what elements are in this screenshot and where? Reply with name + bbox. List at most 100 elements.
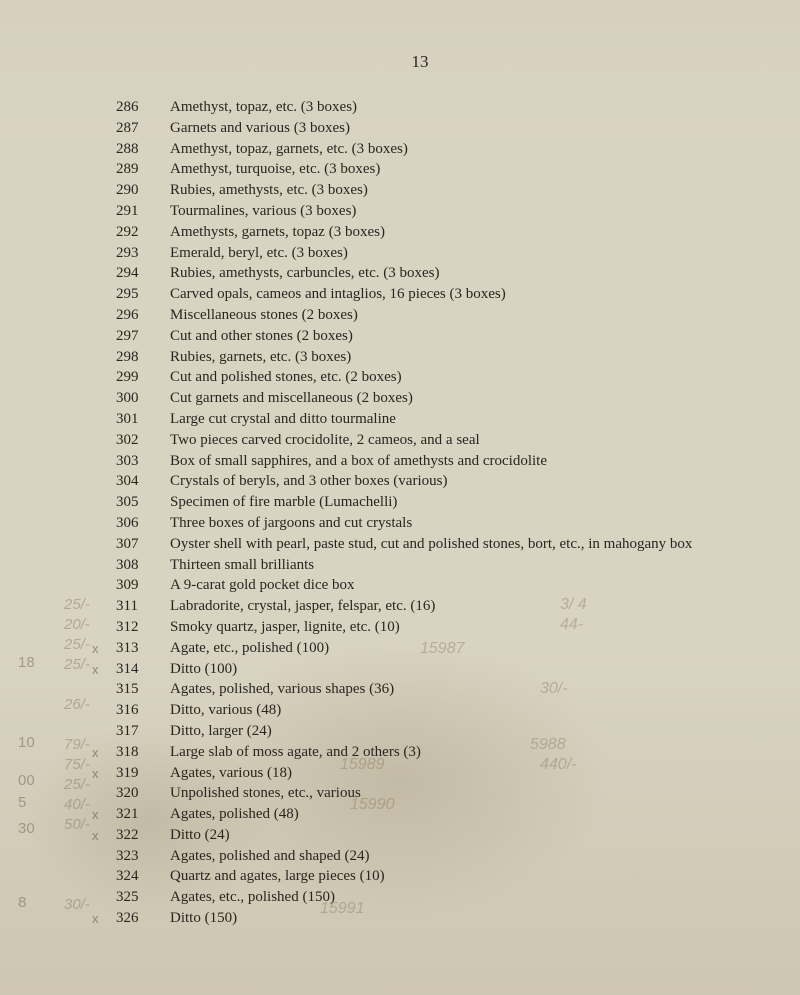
lot-number: 296 [110,306,170,326]
lot-entry: 286Amethyst, topaz, etc. (3 boxes) [110,98,730,118]
lot-entry: 304Crystals of beryls, and 3 other boxes… [110,472,730,492]
lot-description: Unpolished stones, etc., various [170,784,730,804]
lot-entry: 294Rubies, amethysts, carbuncles, etc. (… [110,264,730,284]
lot-mark: x [92,765,99,782]
lot-entry: 311Labradorite, crystal, jasper, felspar… [110,597,730,617]
lot-description: Amethyst, turquoise, etc. (3 boxes) [170,160,730,180]
lot-description: Ditto (150) [170,909,730,929]
lot-description: Emerald, beryl, etc. (3 boxes) [170,244,730,264]
lot-mark: x [92,806,99,823]
lot-entry: 290Rubies, amethysts, etc. (3 boxes) [110,181,730,201]
lot-description: Ditto, larger (24) [170,722,730,742]
lot-description: Crystals of beryls, and 3 other boxes (v… [170,472,730,492]
lot-entry: 299Cut and polished stones, etc. (2 boxe… [110,368,730,388]
lot-number: 293 [110,244,170,264]
lot-entry: 287Garnets and various (3 boxes) [110,119,730,139]
lot-number: 320 [110,784,170,804]
lot-description: Agate, etc., polished (100) [170,639,730,659]
lot-description: Agates, etc., polished (150) [170,888,730,908]
lot-description: Agates, polished and shaped (24) [170,847,730,867]
lot-description: Labradorite, crystal, jasper, felspar, e… [170,597,730,617]
lot-mark: x [92,640,99,657]
lot-entry: 296Miscellaneous stones (2 boxes) [110,306,730,326]
lot-description: Agates, polished, various shapes (36) [170,680,730,700]
lot-description: Tourmalines, various (3 boxes) [170,202,730,222]
lot-number: 307 [110,535,170,555]
lot-number: 290 [110,181,170,201]
lot-description: Miscellaneous stones (2 boxes) [170,306,730,326]
lot-description: Amethyst, topaz, etc. (3 boxes) [170,98,730,118]
lot-entry: 313xAgate, etc., polished (100) [110,639,730,659]
lot-entry: 320Unpolished stones, etc., various [110,784,730,804]
lot-number: 314x [110,660,170,680]
lot-mark: x [92,661,99,678]
lot-number: 305 [110,493,170,513]
lot-description: Cut and polished stones, etc. (2 boxes) [170,368,730,388]
lot-number: 315 [110,680,170,700]
lot-number: 286 [110,98,170,118]
lot-number: 287 [110,119,170,139]
lot-number: 319x [110,764,170,784]
lot-number: 318x [110,743,170,763]
lot-entries-list: 286Amethyst, topaz, etc. (3 boxes)287Gar… [110,98,730,929]
catalogue-page: 13 286Amethyst, topaz, etc. (3 boxes)287… [0,0,800,960]
lot-entry: 291Tourmalines, various (3 boxes) [110,202,730,222]
lot-number: 313x [110,639,170,659]
lot-mark: x [92,744,99,761]
lot-description: Thirteen small brilliants [170,556,730,576]
lot-description: Cut and other stones (2 boxes) [170,327,730,347]
lot-entry: 301Large cut crystal and ditto tourmalin… [110,410,730,430]
lot-entry: 298Rubies, garnets, etc. (3 boxes) [110,348,730,368]
lot-entry: 302Two pieces carved crocidolite, 2 came… [110,431,730,451]
lot-entry: 322xDitto (24) [110,826,730,846]
lot-number: 306 [110,514,170,534]
lot-description: Large slab of moss agate, and 2 others (… [170,743,730,763]
lot-entry: 309A 9-carat gold pocket dice box [110,576,730,596]
lot-description: Two pieces carved crocidolite, 2 cameos,… [170,431,730,451]
lot-entry: 318xLarge slab of moss agate, and 2 othe… [110,743,730,763]
lot-number: 303 [110,452,170,472]
lot-description: Agates, various (18) [170,764,730,784]
lot-number: 316 [110,701,170,721]
lot-description: Rubies, amethysts, etc. (3 boxes) [170,181,730,201]
lot-number: 294 [110,264,170,284]
lot-entry: 289Amethyst, turquoise, etc. (3 boxes) [110,160,730,180]
lot-entry: 308Thirteen small brilliants [110,556,730,576]
lot-entry: 312Smoky quartz, jasper, lignite, etc. (… [110,618,730,638]
lot-entry: 314xDitto (100) [110,660,730,680]
lot-number: 299 [110,368,170,388]
lot-entry: 303Box of small sapphires, and a box of … [110,452,730,472]
lot-description: Rubies, garnets, etc. (3 boxes) [170,348,730,368]
lot-number: 304 [110,472,170,492]
lot-entry: 321xAgates, polished (48) [110,805,730,825]
lot-entry: 315Agates, polished, various shapes (36) [110,680,730,700]
lot-number: 300 [110,389,170,409]
lot-description: Quartz and agates, large pieces (10) [170,867,730,887]
lot-entry: 324Quartz and agates, large pieces (10) [110,867,730,887]
lot-entry: 319xAgates, various (18) [110,764,730,784]
lot-number: 322x [110,826,170,846]
lot-description: Ditto, various (48) [170,701,730,721]
lot-entry: 300Cut garnets and miscellaneous (2 boxe… [110,389,730,409]
lot-entry: 323Agates, polished and shaped (24) [110,847,730,867]
lot-description: Large cut crystal and ditto tourmaline [170,410,730,430]
lot-mark: x [92,910,99,927]
lot-description: Agates, polished (48) [170,805,730,825]
lot-description: Cut garnets and miscellaneous (2 boxes) [170,389,730,409]
lot-description: A 9-carat gold pocket dice box [170,576,730,596]
lot-entry: 325Agates, etc., polished (150) [110,888,730,908]
lot-description: Carved opals, cameos and intaglios, 16 p… [170,285,730,305]
lot-entry: 297Cut and other stones (2 boxes) [110,327,730,347]
lot-number: 323 [110,847,170,867]
lot-number: 317 [110,722,170,742]
lot-description: Amethyst, topaz, garnets, etc. (3 boxes) [170,140,730,160]
lot-number: 302 [110,431,170,451]
lot-entry: 307Oyster shell with pearl, paste stud, … [110,535,730,555]
lot-number: 309 [110,576,170,596]
lot-entry: 305Specimen of fire marble (Lumachelli) [110,493,730,513]
lot-number: 308 [110,556,170,576]
lot-description: Ditto (24) [170,826,730,846]
lot-entry: 293Emerald, beryl, etc. (3 boxes) [110,244,730,264]
lot-number: 312 [110,618,170,638]
lot-description: Oyster shell with pearl, paste stud, cut… [170,535,730,555]
